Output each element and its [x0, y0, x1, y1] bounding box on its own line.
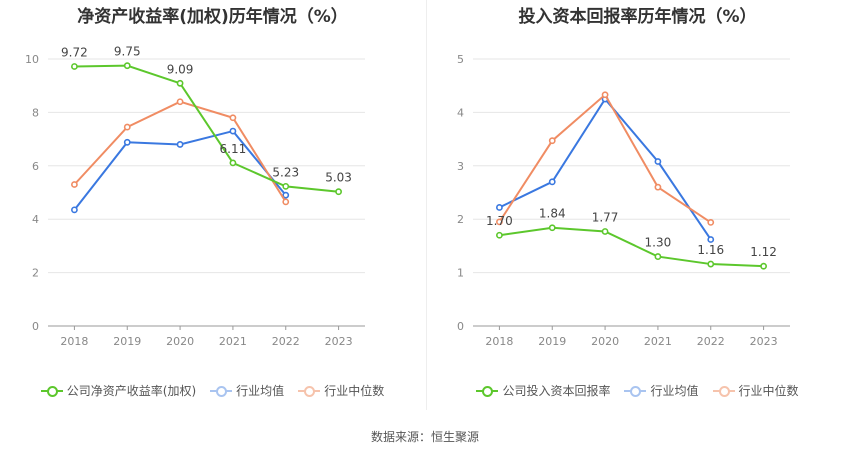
data-point: [496, 218, 503, 226]
data-point: [282, 198, 290, 206]
legend-label: 公司净资产收益率(加权): [66, 384, 197, 398]
data-point: [654, 253, 662, 260]
data-label: 1.70: [486, 214, 513, 228]
y-tick-label: 6: [32, 160, 39, 173]
data-point: [601, 91, 609, 99]
x-tick-label: 2023: [325, 335, 353, 348]
legend-company-icon: [40, 385, 63, 397]
legend-item-company[interactable]: 公司净资产收益率(加权): [40, 382, 197, 399]
data-point: [707, 236, 715, 243]
data-label: 9.09: [167, 62, 194, 76]
y-tick-label: 5: [457, 53, 464, 66]
legend-label: 行业中位数: [738, 384, 799, 398]
data-point: [707, 219, 715, 226]
legend-item-company[interactable]: 公司投入资本回报率: [476, 382, 610, 399]
legend-label: 行业均值: [236, 384, 285, 398]
y-tick-label: 10: [25, 53, 39, 66]
data-point: [548, 137, 556, 145]
x-tick-label: 2022: [697, 335, 725, 348]
data-point: [229, 127, 237, 135]
y-tick-label: 0: [32, 320, 39, 333]
data-point: [282, 182, 290, 190]
y-tick-label: 8: [32, 106, 39, 119]
data-point: [71, 181, 78, 188]
data-label: 5.03: [325, 171, 352, 185]
data-label: 9.75: [114, 45, 141, 59]
roic-chart-panel: 投入资本回报率历年情况（%） 0 1 2 3 4 5 2018 2019 2020 2021 202…: [425, 0, 850, 420]
data-label: 6.11: [220, 142, 247, 156]
data-label: 9.72: [61, 45, 88, 59]
legend-item-median[interactable]: 行业中位数: [298, 382, 384, 399]
chart-title: 净资产收益率(加权)历年情况（%）: [77, 7, 348, 27]
legend-item-average[interactable]: 行业均值: [624, 382, 699, 399]
y-tick-label: 4: [457, 106, 464, 119]
x-tick-label: 2022: [272, 335, 300, 348]
legend-label: 公司投入资本回报率: [502, 384, 611, 398]
data-label: 1.84: [539, 207, 566, 221]
x-tick-label: 2020: [591, 335, 619, 348]
chart-legend: 公司投入资本回报率 行业均值 行业中位数: [425, 382, 850, 399]
legend-item-average[interactable]: 行业均值: [210, 382, 284, 399]
x-tick-label: 2019: [538, 335, 566, 348]
data-point: [496, 204, 503, 211]
data-point: [548, 178, 556, 186]
chart-legend: 公司净资产收益率(加权) 行业均值 行业中位数: [0, 382, 425, 399]
y-tick-label: 2: [32, 267, 39, 280]
data-point: [496, 231, 503, 239]
x-tick-label: 2023: [750, 335, 778, 348]
panel-divider: [426, 0, 427, 410]
x-tick-label: 2018: [60, 335, 88, 348]
data-point: [760, 262, 767, 270]
series-line: [73, 100, 287, 203]
data-point: [335, 188, 342, 196]
y-tick-label: 3: [457, 160, 464, 173]
chart-title: 投入资本回报率历年情况（%）: [518, 7, 757, 27]
data-point: [229, 159, 237, 167]
roe-line-chart: 0 2 4 6 8 10 2018 2019 2020 2021 2022 2023 9.72 9.75 9…: [25, 45, 365, 348]
data-point: [654, 158, 662, 165]
y-tick-label: 0: [457, 320, 464, 333]
y-tick-label: 4: [32, 213, 39, 226]
x-tick-label: 2021: [644, 335, 672, 348]
y-tick-label: 1: [457, 267, 464, 280]
x-tick-label: 2021: [219, 335, 247, 348]
x-tick-label: 2020: [166, 335, 194, 348]
data-label: 1.77: [592, 210, 619, 224]
legend-median-icon: [712, 385, 735, 397]
data-point: [176, 79, 184, 87]
data-label: 5.23: [272, 165, 299, 179]
data-point: [123, 123, 131, 131]
data-point: [282, 191, 290, 199]
roic-line-chart: 0 1 2 3 4 5 2018 2019 2020 2021 2022 2023 1.70 1.84 1.…: [457, 53, 790, 348]
legend-average-icon: [624, 385, 647, 397]
x-tick-label: 2019: [113, 335, 141, 348]
data-source-note: 数据来源：恒生聚源: [370, 430, 479, 444]
legend-item-median[interactable]: 行业中位数: [712, 382, 799, 399]
data-label: 1.30: [645, 236, 672, 250]
series-line: [498, 93, 712, 224]
data-point: [176, 98, 184, 106]
data-point: [123, 62, 131, 70]
legend-median-icon: [298, 385, 321, 397]
data-point: [123, 138, 131, 146]
roe-chart-panel: 净资产收益率(加权)历年情况（%） 0 2 4 6 8 10 2018 2019 2020 202…: [0, 0, 425, 420]
y-tick-label: 2: [457, 213, 464, 226]
data-point: [71, 63, 78, 70]
series-line: [74, 64, 339, 193]
legend-label: 行业中位数: [324, 384, 385, 398]
data-label: 1.12: [750, 245, 777, 259]
x-tick-label: 2018: [485, 335, 513, 348]
legend-label: 行业均值: [650, 384, 699, 398]
data-point: [229, 114, 237, 122]
data-point: [548, 224, 556, 232]
data-point: [601, 228, 609, 235]
data-point: [707, 260, 715, 268]
data-label: 1.16: [697, 243, 724, 257]
data-point: [654, 183, 662, 191]
legend-company-icon: [476, 385, 499, 397]
legend-average-icon: [210, 385, 233, 397]
series-line: [499, 226, 764, 268]
data-point: [71, 206, 78, 214]
data-point: [176, 141, 184, 148]
